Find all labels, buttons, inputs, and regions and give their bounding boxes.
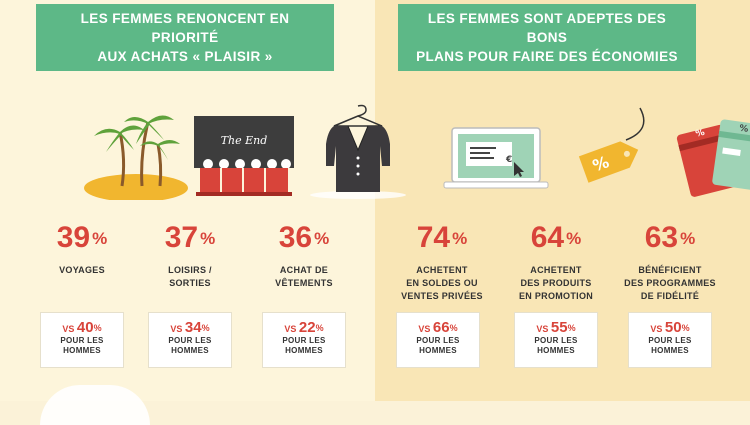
- vs-unit: %: [681, 323, 690, 333]
- vs-value: 22: [298, 319, 316, 336]
- vs-value: 34: [184, 319, 202, 336]
- stat-label-line2: EN SOLDES OU: [406, 278, 478, 288]
- stat-card-voyages: 39% VOYAGES VS 40% POUR LES HOMMES: [28, 0, 188, 401]
- men-comparison-box: VS 55% POUR LES HOMMES: [514, 312, 598, 368]
- men-comparison-box: VS 66% POUR LES HOMMES: [396, 312, 480, 368]
- left-banner: LES FEMMES RENONCENT EN PRIORITÉ AUX ACH…: [36, 4, 334, 71]
- tag-symbol: %: [590, 152, 612, 175]
- left-banner-line1: LES FEMMES RENONCENT EN PRIORITÉ: [80, 11, 290, 45]
- vs-prefix: VS: [170, 324, 183, 334]
- vs-value: 55: [550, 319, 568, 336]
- percent-unit: %: [680, 229, 696, 248]
- stat-label-line3: DE FIDÉLITÉ: [640, 291, 700, 301]
- card-symbol-green: %: [739, 124, 749, 135]
- percent-unit: %: [566, 229, 582, 248]
- vs-sub2: HOMMES: [171, 346, 209, 355]
- vs-prefix: VS: [650, 324, 663, 334]
- percent-number: 39: [56, 221, 91, 254]
- vs-sub1: POUR LES: [648, 336, 692, 345]
- stat-label: ACHETENT EN SOLDES OU VENTES PRIVÉES: [388, 264, 496, 303]
- percent-unit: %: [452, 229, 468, 248]
- loyalty-cards-icon: % %: [676, 119, 750, 197]
- stat-label: LOISIRS / SORTIES: [136, 264, 244, 290]
- stat-label-line1: ACHETENT: [416, 265, 468, 275]
- stat-label: VOYAGES: [28, 264, 136, 277]
- vs-unit: %: [567, 323, 576, 333]
- men-comparison-box: VS 22% POUR LES HOMMES: [262, 312, 346, 368]
- stat-label-line1: VOYAGES: [59, 265, 105, 275]
- stat-label-line2: DES PROGRAMMES: [624, 278, 716, 288]
- right-banner-line1: LES FEMMES SONT ADEPTES DES BONS: [427, 11, 667, 45]
- percent-value: 36%: [250, 222, 358, 254]
- stat-label-line2: VÊTEMENTS: [275, 278, 333, 288]
- vs-sub2: HOMMES: [419, 346, 457, 355]
- jacket-hanger-icon: [310, 104, 406, 199]
- stat-label-line1: BÉNÉFICIENT: [638, 265, 702, 275]
- percent-value: 74%: [388, 222, 496, 254]
- stat-label-line1: LOISIRS /: [168, 265, 212, 275]
- stat-card-loisirs: The End 37% LOISIRS / SORTIES VS 34% POU…: [136, 0, 294, 401]
- percent-number: 64: [530, 221, 565, 254]
- percent-number: 37: [164, 221, 199, 254]
- stat-card-soldes: € 74% ACHETENT EN SOLDES OU VENTES PRIVÉ…: [388, 0, 549, 401]
- vs-value: 50: [664, 319, 682, 336]
- vs-sub2: HOMMES: [63, 346, 101, 355]
- percent-number: 74: [416, 221, 451, 254]
- stat-label-line2: SORTIES: [169, 278, 211, 288]
- vs-prefix: VS: [418, 324, 431, 334]
- stat-label-line2: DES PRODUITS: [520, 278, 592, 288]
- percent-number: 63: [644, 221, 679, 254]
- vs-prefix: VS: [536, 324, 549, 334]
- stat-label-line3: EN PROMOTION: [518, 291, 594, 301]
- cinema-screen-icon: The End: [194, 116, 294, 196]
- card-symbol-red: %: [695, 128, 706, 140]
- stat-label-line3: VENTES PRIVÉES: [401, 291, 483, 301]
- laptop-shopping-icon: €: [443, 127, 549, 189]
- stat-label: ACHAT DE VÊTEMENTS: [250, 264, 358, 290]
- vs-prefix: VS: [284, 324, 297, 334]
- vs-value: 66: [432, 319, 450, 336]
- stat-card-vetements: 36% ACHAT DE VÊTEMENTS VS 22% POUR LES H…: [250, 0, 406, 401]
- men-comparison-box: VS 34% POUR LES HOMMES: [148, 312, 232, 368]
- right-banner-line2: PLANS POUR FAIRE DES ÉCONOMIES: [416, 49, 678, 64]
- percent-unit: %: [92, 229, 108, 248]
- percent-value: 63%: [616, 222, 724, 254]
- vs-sub2: HOMMES: [537, 346, 575, 355]
- vs-sub1: POUR LES: [416, 336, 460, 345]
- percent-value: 39%: [28, 222, 136, 254]
- vs-unit: %: [315, 323, 324, 333]
- percent-value: 64%: [502, 222, 610, 254]
- men-comparison-box: VS 50% POUR LES HOMMES: [628, 312, 712, 368]
- vs-prefix: VS: [62, 324, 75, 334]
- stat-label: ACHETENT DES PRODUITS EN PROMOTION: [502, 264, 610, 303]
- vs-sub1: POUR LES: [60, 336, 104, 345]
- percent-value: 37%: [136, 222, 244, 254]
- percent-unit: %: [314, 229, 330, 248]
- men-comparison-box: VS 40% POUR LES HOMMES: [40, 312, 124, 368]
- vs-unit: %: [201, 323, 210, 333]
- screen-symbol: €: [505, 155, 512, 165]
- stat-label: BÉNÉFICIENT DES PROGRAMMES DE FIDÉLITÉ: [616, 264, 724, 303]
- vs-value: 40: [76, 319, 94, 336]
- vs-sub2: HOMMES: [651, 346, 689, 355]
- vs-sub1: POUR LES: [168, 336, 212, 345]
- left-banner-line2: AUX ACHATS « PLAISIR »: [97, 49, 273, 64]
- right-banner: LES FEMMES SONT ADEPTES DES BONS PLANS P…: [398, 4, 696, 71]
- vs-sub2: HOMMES: [285, 346, 323, 355]
- vs-sub1: POUR LES: [534, 336, 578, 345]
- percent-number: 36: [278, 221, 313, 254]
- stat-label-line1: ACHAT DE: [279, 265, 329, 275]
- price-tag-icon: %: [578, 107, 645, 183]
- stat-card-fidelite: % % 63% BÉNÉFICIENT DES PROGRAMMES DE FI…: [616, 0, 750, 401]
- island-palm-trees-icon: [84, 115, 188, 200]
- vs-unit: %: [93, 323, 102, 333]
- screen-text: The End: [221, 134, 268, 147]
- vs-sub1: POUR LES: [282, 336, 326, 345]
- stat-label-line1: ACHETENT: [530, 265, 582, 275]
- percent-unit: %: [200, 229, 216, 248]
- stat-card-promotion: % 64% ACHETENT DES PRODUITS EN PROMOTION…: [502, 0, 645, 401]
- vs-unit: %: [449, 323, 458, 333]
